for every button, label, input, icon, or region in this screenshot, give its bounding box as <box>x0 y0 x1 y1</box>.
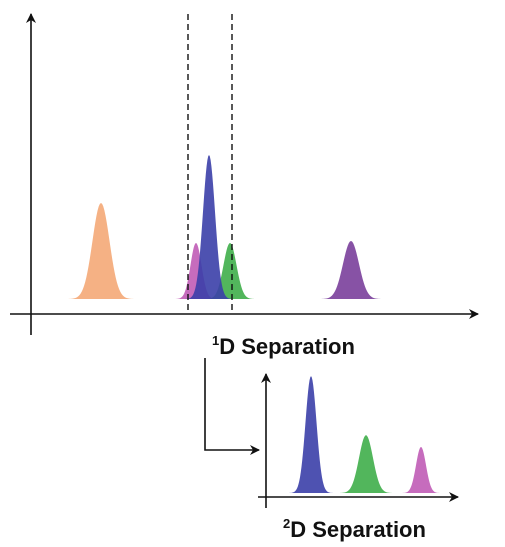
green-peak <box>204 243 256 299</box>
second-dimension-label-text: D Separation <box>290 517 426 542</box>
purple-peak <box>319 241 383 299</box>
first-dimension-superscript: 1 <box>212 333 220 348</box>
second-dimension-axis-label: 2D Separation <box>283 516 426 542</box>
magenta-peak <box>174 243 218 299</box>
second-dimension-peaks <box>289 376 441 493</box>
blue-peak <box>185 155 233 299</box>
first-dimension-label-text: D Separation <box>219 334 355 359</box>
green-peak <box>338 435 394 493</box>
blue-peak <box>289 376 333 493</box>
transfer-arrow <box>204 358 260 455</box>
magenta-peak <box>401 446 441 493</box>
first-dimension-axis-label: 1D Separation <box>212 333 355 359</box>
first-dimension-peaks <box>67 155 383 299</box>
orange-peak <box>67 203 135 299</box>
second-dimension-superscript: 2 <box>283 516 291 531</box>
